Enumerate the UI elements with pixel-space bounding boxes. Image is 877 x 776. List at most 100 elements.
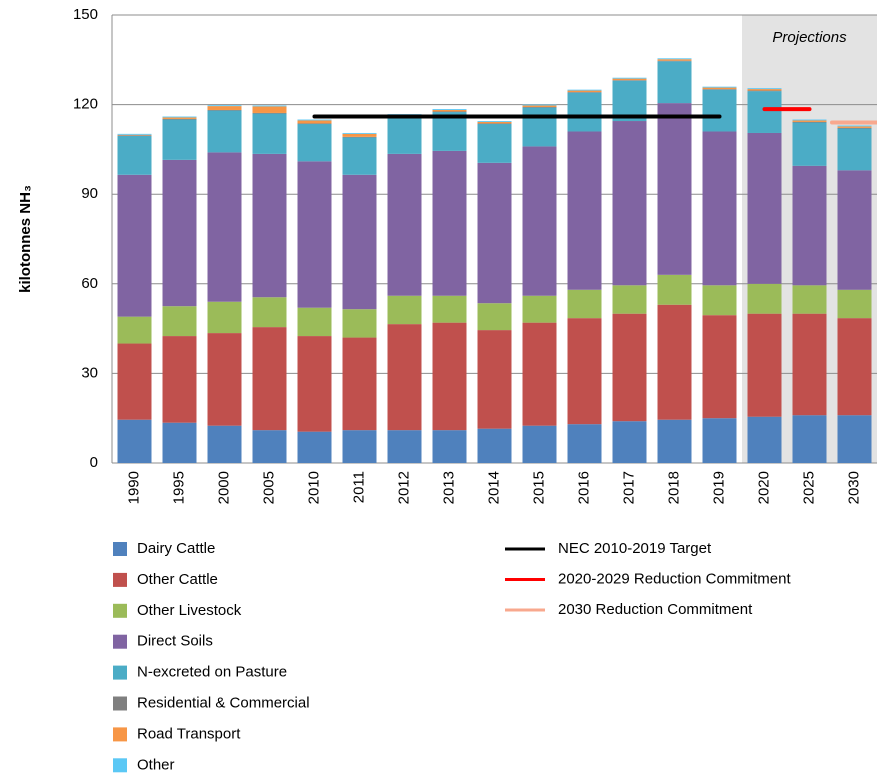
bar-segment — [702, 131, 737, 286]
legend-swatch — [113, 758, 127, 773]
legend-label: Other — [137, 756, 175, 773]
bar-segment — [432, 150, 467, 296]
bar-segment — [837, 415, 872, 463]
bar-segment — [207, 152, 242, 302]
bar-segment — [522, 295, 557, 323]
x-tick-label: 1995 — [170, 471, 187, 504]
bar-segment — [117, 135, 152, 175]
legend-label: Direct Soils — [137, 633, 213, 650]
bar-segment — [792, 285, 827, 314]
bar-segment — [207, 110, 242, 153]
bar-segment — [522, 105, 557, 107]
bar-segment — [477, 121, 512, 124]
bar-segment — [612, 285, 647, 314]
bar-segment — [162, 117, 197, 119]
bar-segment — [297, 123, 332, 125]
bar-segment — [702, 285, 737, 316]
bar-segment — [837, 170, 872, 290]
bar-segment — [207, 425, 242, 463]
bar-segment — [297, 161, 332, 308]
bar-segment — [387, 116, 422, 154]
bar-segment — [432, 322, 467, 431]
bar-segment — [522, 107, 557, 147]
bar-segment — [522, 425, 557, 463]
bar-segment — [837, 126, 872, 128]
bar-segment — [792, 313, 827, 416]
bar-segment — [117, 133, 152, 135]
bar-segment — [162, 159, 197, 307]
bar-segment — [207, 333, 242, 426]
legend-swatch — [113, 665, 127, 680]
bar-segment — [522, 146, 557, 296]
bar-segment — [387, 324, 422, 431]
bar-segment — [297, 119, 332, 121]
bar-segment — [477, 123, 512, 125]
bar-segment — [477, 162, 512, 304]
legend-swatch — [113, 572, 127, 587]
bar-segment — [342, 136, 377, 138]
x-tick-label: 2025 — [800, 471, 817, 504]
bar-segment — [567, 289, 602, 319]
x-tick-label: 2018 — [665, 471, 682, 504]
bar-segment — [162, 118, 197, 120]
x-tick-label: 2020 — [755, 471, 772, 504]
bar-segment — [567, 92, 602, 93]
x-tick-label: 2010 — [305, 471, 322, 504]
bar-segment — [162, 336, 197, 423]
x-tick-label: 2012 — [395, 471, 412, 504]
x-tick-label: 2030 — [845, 471, 862, 504]
legend-swatch — [113, 603, 127, 618]
bar-segment — [792, 122, 827, 166]
x-tick-label: 2016 — [575, 471, 592, 504]
bar-segment — [657, 304, 692, 420]
bar-segment — [612, 77, 647, 79]
bar-segment — [657, 61, 692, 104]
bar-segment — [207, 106, 242, 110]
bar-segment — [567, 92, 602, 132]
bar-segment — [252, 430, 287, 463]
bar-segment — [342, 430, 377, 463]
bar-segment — [657, 60, 692, 62]
bar-segment — [207, 109, 242, 111]
y-axis-label: kilotonnes NH₃ — [17, 185, 34, 293]
y-tick-label: 90 — [81, 185, 98, 202]
bar-segment — [162, 119, 197, 160]
bar-segment — [612, 313, 647, 422]
bar-segment — [702, 89, 737, 90]
bar-segment — [342, 137, 377, 175]
bar-segment — [522, 322, 557, 426]
y-tick-label: 150 — [73, 6, 98, 23]
legend-swatch — [113, 727, 127, 742]
bar-segment — [297, 120, 332, 124]
bar-segment — [432, 109, 467, 112]
bar-segment — [387, 430, 422, 463]
x-tick-label: 1990 — [125, 471, 142, 504]
bar-segment — [342, 309, 377, 338]
bar-segment — [477, 124, 512, 163]
bar-segment — [432, 111, 467, 113]
bar-segment — [342, 337, 377, 431]
bar-segment — [297, 431, 332, 463]
bar-segment — [747, 132, 782, 284]
bar-segment — [297, 307, 332, 337]
y-tick-label: 0 — [90, 454, 98, 471]
y-tick-label: 60 — [81, 275, 98, 292]
bar-segment — [702, 89, 737, 132]
bar-segment — [252, 112, 287, 114]
bar-segment — [747, 90, 782, 92]
legend-label: Other Cattle — [137, 571, 218, 588]
bar-segment — [792, 121, 827, 123]
bar-segment — [792, 120, 827, 122]
bar-segment — [567, 89, 602, 91]
bar-segment — [342, 133, 377, 137]
bar-segment — [657, 419, 692, 463]
bar-segment — [837, 128, 872, 171]
bar-segment — [297, 336, 332, 432]
bar-segment — [162, 116, 197, 118]
bar-segment — [612, 421, 647, 463]
legend-label: Other Livestock — [137, 602, 242, 619]
bar-segment — [207, 105, 242, 107]
bar-segment — [747, 313, 782, 417]
bar-segment — [837, 289, 872, 319]
